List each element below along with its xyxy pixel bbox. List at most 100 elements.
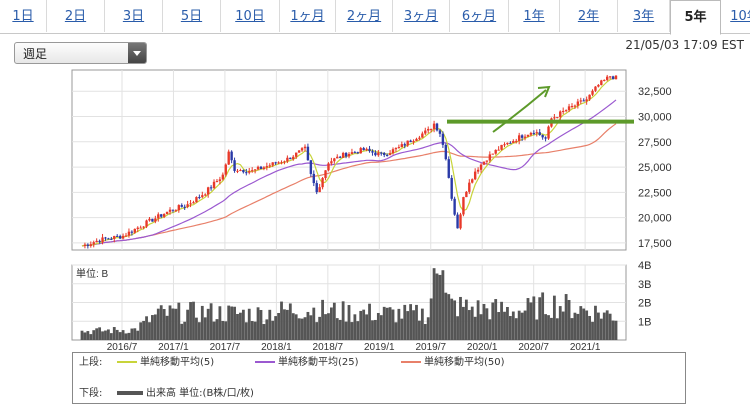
volume-tick-label: 1B [638,316,651,328]
volume-bar [453,300,457,340]
volume-bar [104,330,107,340]
volume-bar [324,314,327,340]
candle-body [192,202,195,204]
x-tick-label: 2017/7 [210,342,241,352]
trend-arrow [492,89,547,133]
volume-bar [127,332,131,340]
candle-body [256,166,260,170]
volume-bar [409,304,413,340]
candle-body [523,136,527,138]
tab-8[interactable]: 3ヶ月 [393,0,450,32]
candle-body [579,100,582,102]
candle-body [136,227,139,229]
volume-bar [233,306,236,340]
volume-bar [309,315,313,340]
volume-bar [368,303,371,340]
volume-bar [462,306,465,340]
candle-body [130,231,134,233]
volume-bar [212,321,216,340]
candle-body [236,170,239,172]
candle-body [485,160,489,162]
tab-14[interactable]: 10年 [721,0,750,32]
volume-bar [491,302,495,340]
volume-bar [203,317,207,340]
volume-bar [321,299,324,340]
candle-body [248,171,251,173]
tab-1[interactable]: 1日 [0,0,47,32]
volume-bar [470,306,474,340]
candle-body [585,99,588,102]
candle-body [165,211,169,215]
period-select[interactable]: 週足 [14,42,147,64]
candle-body [444,144,448,160]
volume-bar [107,329,110,340]
volume-bar [520,312,524,340]
candle-body [532,132,536,134]
candle-body [198,197,201,199]
tab-9[interactable]: 6ヶ月 [450,0,509,32]
candle-body [573,105,577,107]
tab-13[interactable]: 5年 [670,0,721,35]
tab-12[interactable]: 3年 [618,0,670,32]
candle-body [380,152,383,154]
candle-body [509,142,512,144]
tab-2[interactable]: 2日 [47,0,105,32]
candle-body [503,144,506,146]
candle-body [110,238,113,240]
chevron-down-icon[interactable] [128,43,146,63]
tab-11[interactable]: 2年 [560,0,618,32]
candle-body [359,148,362,154]
x-tick-label: 2019/1 [364,342,395,352]
volume-bar [576,313,580,340]
candle-body [544,137,547,139]
tab-10[interactable]: 1年 [509,0,560,32]
volume-bar [197,322,201,340]
volume-bar [159,305,163,340]
candle-body [312,173,315,184]
volume-bar [241,309,245,340]
candle-body [556,117,559,119]
candle-body [121,235,125,239]
candle-body [453,198,456,215]
candle-body [517,135,521,141]
volume-bar [215,319,219,340]
candle-body [162,214,166,217]
volume-bar [456,316,459,340]
candle-body [468,182,471,192]
candle-body [344,152,348,157]
volume-bar [379,315,383,340]
candle-body [412,140,415,143]
volume-bar [303,317,307,340]
candle-body [107,238,110,240]
candle-body [338,156,342,158]
volume-bar [356,321,360,340]
volume-bar [186,309,190,340]
volume-bar [450,298,454,340]
tab-3[interactable]: 3日 [105,0,163,32]
candle-body [512,140,515,143]
volume-bar [506,306,509,340]
volume-tick-label: 3B [638,279,651,291]
candle-body [356,152,360,154]
volume-bar [142,320,146,340]
volume-bar [591,321,594,340]
tab-5[interactable]: 10日 [221,0,280,32]
volume-bar [611,320,615,340]
tab-4[interactable]: 5日 [163,0,221,32]
volume-bar [227,305,231,340]
candle-body [116,235,119,237]
volume-bar [441,270,445,340]
tab-7[interactable]: 2ヶ月 [336,0,393,32]
candle-body [289,157,292,160]
volume-bar [476,300,480,340]
volume-bar [432,268,436,340]
volume-bar [95,328,99,340]
candle-body [83,244,87,247]
candle-body [294,152,298,157]
volume-bar [274,316,278,340]
tab-6[interactable]: 1ヶ月 [280,0,336,32]
candle-body [465,191,468,198]
volume-bar [599,318,603,340]
candle-body [456,214,459,229]
candle-body [330,161,333,164]
